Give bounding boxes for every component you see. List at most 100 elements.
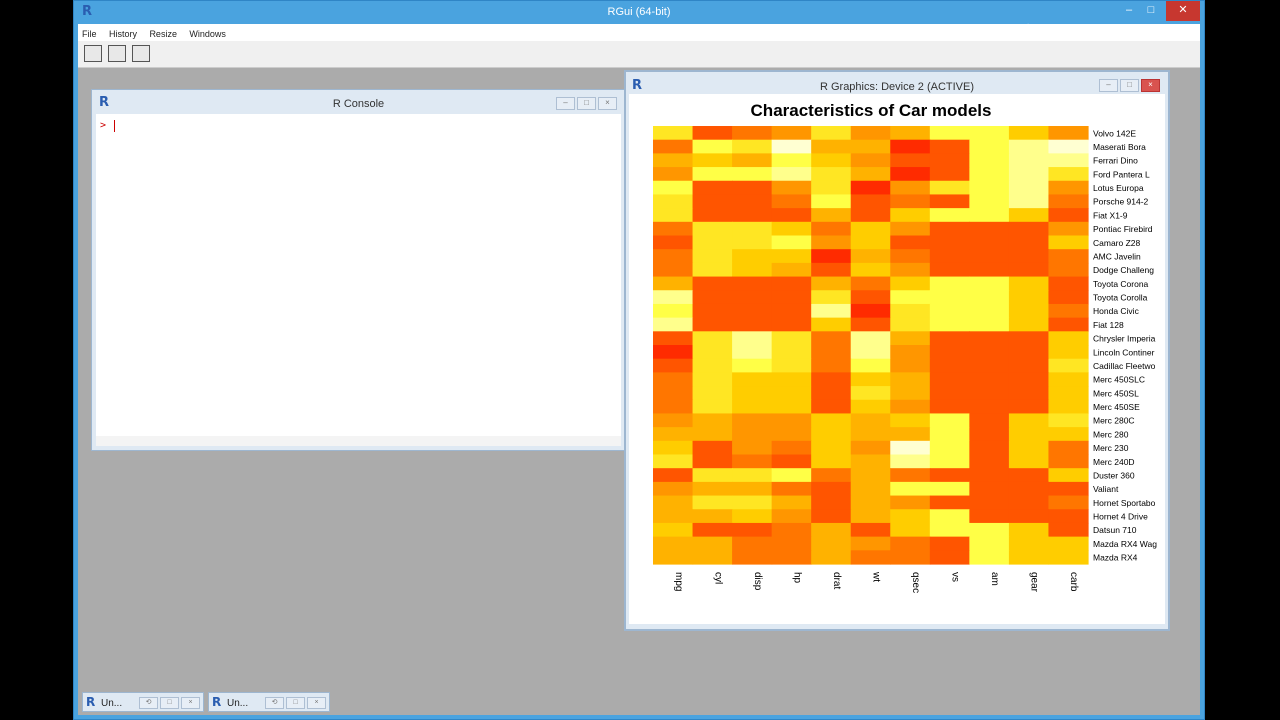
column-label: qsec bbox=[910, 572, 921, 593]
r-console-window[interactable]: R R Console – □ × > bbox=[91, 89, 626, 451]
main-titlebar[interactable]: R RGui (64-bit) – □ ✕ bbox=[74, 1, 1204, 24]
heatmap-cell bbox=[850, 495, 891, 510]
heatmap-cell bbox=[890, 481, 931, 497]
heatmap-cell bbox=[1048, 290, 1089, 305]
console-close-button[interactable]: × bbox=[598, 97, 617, 110]
heatmap-cell bbox=[850, 386, 891, 401]
close-button[interactable]: ✕ bbox=[1166, 1, 1200, 21]
graphics-maximize-button[interactable]: □ bbox=[1120, 79, 1139, 92]
console-maximize-button[interactable]: □ bbox=[577, 97, 596, 110]
heatmap-cell bbox=[811, 317, 852, 332]
heatmap-cell bbox=[653, 468, 694, 483]
maximize-button[interactable]: □ bbox=[160, 697, 179, 709]
heatmap-cell bbox=[1008, 481, 1050, 497]
heatmap-cell bbox=[890, 427, 931, 442]
heatmap-cell bbox=[811, 180, 852, 196]
r-graphics-window[interactable]: R R Graphics: Device 2 (ACTIVE) – □ × Char… bbox=[624, 70, 1170, 631]
heatmap-cell bbox=[969, 345, 1010, 360]
heatmap-cell bbox=[692, 386, 733, 401]
heatmap-cell bbox=[732, 167, 773, 182]
heatmap-cell bbox=[929, 221, 970, 237]
maximize-button[interactable]: □ bbox=[286, 697, 305, 709]
column-label: gear bbox=[1029, 572, 1040, 593]
heatmap-cell bbox=[890, 495, 931, 510]
heatmap-cell bbox=[1048, 372, 1089, 387]
heatmap-cell bbox=[969, 139, 1010, 154]
heatmap-cell bbox=[1048, 208, 1089, 223]
heatmap-cell bbox=[692, 522, 733, 538]
heatmap-cell bbox=[692, 468, 733, 483]
heatmap-cell bbox=[850, 481, 891, 497]
heatmap-cell bbox=[969, 180, 1010, 196]
heatmap-cell bbox=[929, 550, 970, 565]
r-logo-icon: R bbox=[86, 695, 96, 709]
heatmap-cell bbox=[692, 194, 733, 209]
close-button[interactable]: × bbox=[307, 697, 326, 709]
heatmap-cell bbox=[1048, 126, 1089, 141]
heatmap-cell bbox=[811, 550, 852, 565]
close-button[interactable]: × bbox=[181, 697, 200, 709]
heatmap-cell bbox=[653, 303, 694, 319]
heatmap-cell bbox=[811, 331, 852, 346]
menu-file[interactable]: File bbox=[82, 29, 97, 39]
row-label: Merc 280 bbox=[1093, 429, 1129, 439]
heatmap-cell bbox=[653, 509, 694, 524]
maximize-button[interactable]: □ bbox=[1147, 4, 1155, 16]
heatmap-cell bbox=[850, 249, 891, 264]
heatmap-cell bbox=[969, 221, 1010, 237]
copy-to-clipboard-button[interactable] bbox=[84, 45, 102, 62]
heatmap-cell bbox=[929, 249, 970, 264]
console-output[interactable]: > bbox=[96, 114, 621, 436]
heatmap-cell bbox=[692, 509, 733, 524]
minimized-window-controls: ⟲ □ × bbox=[137, 697, 200, 715]
heatmap-cell bbox=[969, 276, 1010, 291]
heatmap-cell bbox=[653, 221, 694, 237]
save-button[interactable] bbox=[132, 45, 150, 62]
heatmap-cell bbox=[850, 262, 891, 278]
heatmap-cell bbox=[732, 194, 773, 209]
heatmap-cell bbox=[811, 358, 852, 373]
heatmap-cell bbox=[890, 413, 931, 428]
console-minimize-button[interactable]: – bbox=[556, 97, 575, 110]
heatmap-cell bbox=[732, 522, 773, 538]
heatmap-cell bbox=[929, 454, 970, 469]
graphics-close-button[interactable]: × bbox=[1141, 79, 1160, 92]
restore-button[interactable]: ⟲ bbox=[139, 697, 158, 709]
heatmap-cell bbox=[771, 276, 812, 291]
row-label: Valiant bbox=[1093, 484, 1119, 494]
heatmap-cell bbox=[732, 495, 773, 510]
graphics-minimize-button[interactable]: – bbox=[1099, 79, 1118, 92]
heatmap-cell bbox=[692, 413, 733, 428]
minimize-button[interactable]: – bbox=[1125, 4, 1133, 16]
heatmap-cell bbox=[771, 139, 812, 154]
heatmap-cell bbox=[850, 153, 891, 168]
heatmap-cell bbox=[771, 167, 812, 182]
heatmap-cell bbox=[890, 345, 931, 360]
minimized-window[interactable]: R Un... ⟲ □ × bbox=[82, 692, 204, 712]
heatmap-cell bbox=[969, 153, 1010, 168]
heatmap-cell bbox=[692, 495, 733, 510]
heatmap-cell bbox=[771, 290, 812, 305]
row-label: AMC Javelin bbox=[1093, 251, 1141, 261]
heatmap-cell bbox=[771, 386, 812, 401]
horizontal-scrollbar[interactable] bbox=[96, 436, 621, 446]
heatmap-cell bbox=[890, 331, 931, 346]
heatmap-cell bbox=[1008, 440, 1050, 456]
heatmap-cell bbox=[692, 290, 733, 305]
heatmap-cell bbox=[890, 454, 931, 469]
menu-history[interactable]: History bbox=[108, 29, 137, 39]
menu-windows[interactable]: Windows bbox=[189, 29, 226, 39]
menu-resize[interactable]: Resize bbox=[149, 29, 177, 39]
heatmap-cell bbox=[890, 194, 931, 209]
heatmap-cell bbox=[969, 262, 1010, 278]
heatmap-cell bbox=[692, 180, 733, 196]
heatmap-cell bbox=[811, 194, 852, 209]
graphics-title: R Graphics: Device 2 (ACTIVE) bbox=[819, 81, 975, 93]
r-logo-icon: R bbox=[212, 695, 222, 709]
heatmap-cell bbox=[692, 331, 733, 346]
restore-button[interactable]: ⟲ bbox=[265, 697, 284, 709]
print-button[interactable] bbox=[108, 45, 126, 62]
heatmap-cell bbox=[890, 139, 931, 154]
minimized-window[interactable]: R Un... ⟲ □ × bbox=[208, 692, 330, 712]
heatmap-cell bbox=[929, 440, 970, 456]
